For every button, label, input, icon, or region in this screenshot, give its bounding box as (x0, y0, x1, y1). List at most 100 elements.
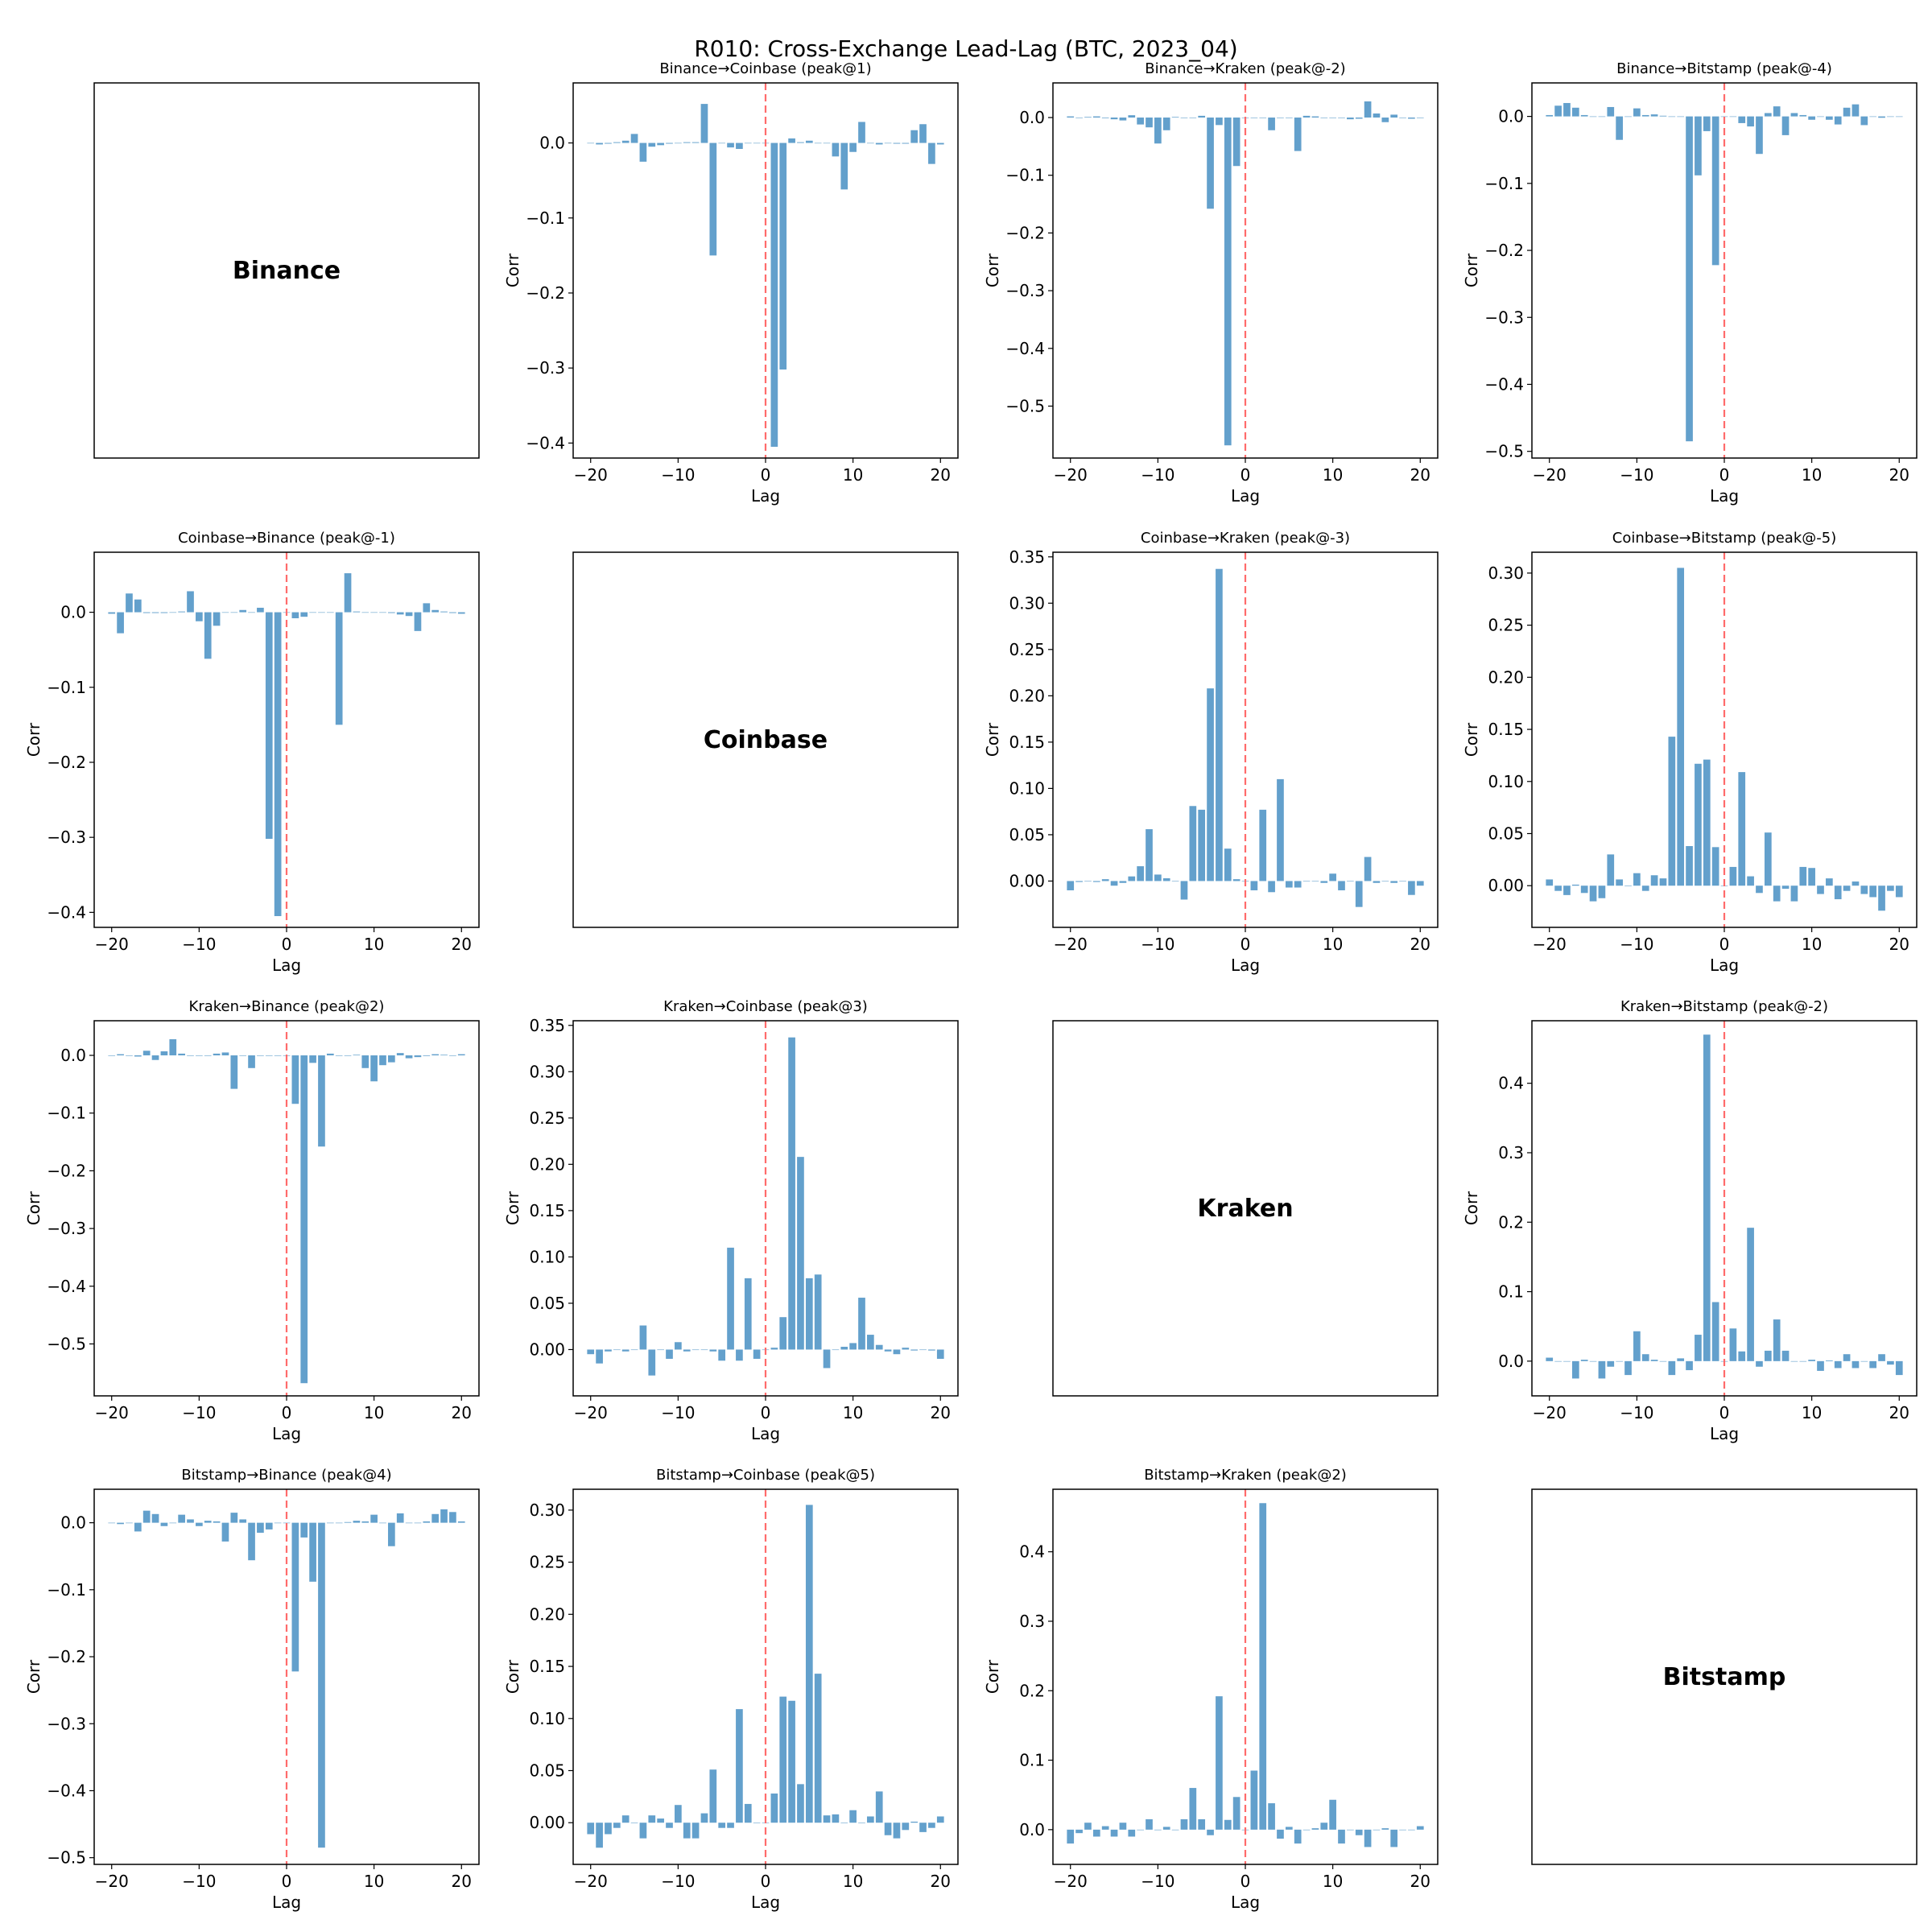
bar-lag--9 (204, 612, 212, 659)
bar-lag-7 (823, 1349, 831, 1368)
bar-lag-10 (849, 1810, 857, 1823)
y-axis-label: Corr (24, 1659, 43, 1694)
bar-lag-14 (1364, 857, 1372, 881)
bar-lag--11 (187, 1519, 194, 1523)
bar-lag--13 (1128, 115, 1136, 118)
diagonal-label-kraken: Kraken (1197, 1195, 1293, 1223)
bar-lag-7 (1781, 1350, 1790, 1361)
x-tick-label: −10 (661, 465, 695, 485)
y-tick-label: 0.20 (1488, 667, 1524, 687)
bar-lag--14 (1119, 881, 1127, 883)
bar-lag-14 (1364, 101, 1372, 118)
bar-lag-12 (1347, 1829, 1354, 1831)
bar-lag-6 (814, 1674, 822, 1823)
y-tick-label: 0.05 (1488, 824, 1524, 844)
bar-lag-11 (379, 1522, 386, 1524)
bar-lag-12 (1826, 116, 1833, 120)
bar-lag--3 (736, 1349, 743, 1361)
bar-lag--17 (1571, 107, 1579, 117)
bar-lag-12 (1347, 118, 1354, 120)
x-tick-label: 0 (761, 1872, 771, 1891)
y-tick-label: 0.30 (1488, 564, 1524, 583)
bar-lag--15 (151, 1055, 159, 1060)
bar-lag--11 (187, 591, 194, 613)
bar-lag--7 (700, 104, 708, 143)
bar-lag--3 (257, 607, 264, 613)
bar-lag-13 (1355, 881, 1363, 907)
x-tick-label: −20 (95, 1872, 129, 1891)
bar-lag--3 (736, 1709, 743, 1823)
y-tick-label: 0.15 (1009, 733, 1045, 752)
bar-lag--9 (1641, 114, 1649, 117)
panel-title: Kraken→Binance (peak@2) (189, 998, 385, 1015)
bar-lag-18 (1878, 116, 1885, 118)
bar-lag--3 (1216, 568, 1223, 881)
bar-lag-4 (1756, 886, 1763, 894)
bar-lag-17 (910, 130, 919, 143)
bar-lag--20 (1067, 881, 1075, 890)
bar-lag-3 (1268, 881, 1275, 893)
bar-lag--18 (126, 1055, 133, 1056)
bar-lag-1 (1729, 116, 1737, 118)
x-tick-label: 0 (1719, 1403, 1730, 1422)
bar-lag-4 (797, 1784, 804, 1823)
bar-lag-4 (1756, 1360, 1763, 1367)
bar-lag--6 (230, 1055, 238, 1089)
x-tick-label: −20 (1054, 1872, 1088, 1891)
bar-lag--18 (1084, 117, 1092, 118)
bar-lag-8 (1790, 886, 1798, 902)
bar-lag-11 (1817, 116, 1824, 118)
bar-lag-10 (1808, 1360, 1815, 1361)
bar-lag-18 (1399, 1829, 1406, 1831)
panel-r1-c2: Coinbase→Kraken (peak@-3) −20 −10 0 10 20 0.00… (983, 530, 1439, 975)
bar-lag--20 (1546, 879, 1554, 886)
y-axis-label: Corr (983, 722, 1002, 757)
bar-lag--12 (1616, 116, 1623, 140)
bar-lag--16 (1580, 114, 1588, 117)
diagonal-frame (1052, 1020, 1439, 1397)
bar-lag--8 (1650, 114, 1658, 117)
y-tick-label: −0.2 (1484, 241, 1524, 260)
bar-lag--14 (639, 1823, 647, 1839)
bar-lag-2 (1738, 772, 1746, 886)
y-tick-label: −0.3 (1005, 281, 1045, 300)
bar-lag-9 (1320, 1823, 1328, 1830)
bar-lag--2 (265, 1055, 273, 1056)
x-tick-label: 10 (1323, 1872, 1343, 1891)
bar-lag-5 (805, 140, 813, 143)
bar-lag--1 (1711, 116, 1719, 266)
bar-lag-12 (867, 142, 874, 144)
bar-lag-14 (884, 142, 892, 144)
panel-title: Bitstamp→Coinbase (peak@5) (656, 1467, 875, 1484)
bar-lag-8 (1790, 113, 1798, 117)
x-tick-label: −20 (1533, 935, 1567, 954)
bar-lag--12 (1616, 879, 1623, 886)
bar-lag--11 (666, 142, 673, 144)
bar-lag--17 (134, 599, 142, 613)
bar-lag-13 (1834, 116, 1842, 125)
bar-lag-16 (902, 1348, 910, 1350)
bar-lag--15 (1589, 116, 1597, 118)
bar-lag--7 (1180, 1818, 1188, 1830)
bar-lag--3 (1695, 116, 1702, 175)
y-tick-label: 0.3 (1498, 1143, 1524, 1162)
bar-lag-20 (936, 1349, 944, 1359)
bar-lag--17 (134, 1055, 142, 1057)
bar-lag--12 (657, 142, 664, 146)
x-tick-label: 10 (1802, 935, 1822, 954)
x-tick-label: 0 (282, 1872, 292, 1891)
bar-lag-20 (1895, 886, 1903, 898)
bar-lag-6 (1294, 118, 1302, 151)
bar-lag-1 (770, 142, 778, 448)
x-tick-label: 10 (1802, 1403, 1822, 1422)
bar-lag--11 (1146, 118, 1153, 128)
x-tick-label: 20 (452, 935, 472, 954)
panel-title: Coinbase→Kraken (peak@-3) (1141, 530, 1350, 547)
bar-lag-4 (797, 142, 804, 143)
bar-lag--10 (1154, 1829, 1162, 1831)
bar-lag--16 (1580, 1360, 1588, 1361)
x-tick-label: 20 (931, 1872, 951, 1891)
bar-lag--12 (178, 611, 185, 613)
bar-lag-14 (405, 1055, 413, 1059)
bar-lag-19 (928, 1823, 935, 1828)
